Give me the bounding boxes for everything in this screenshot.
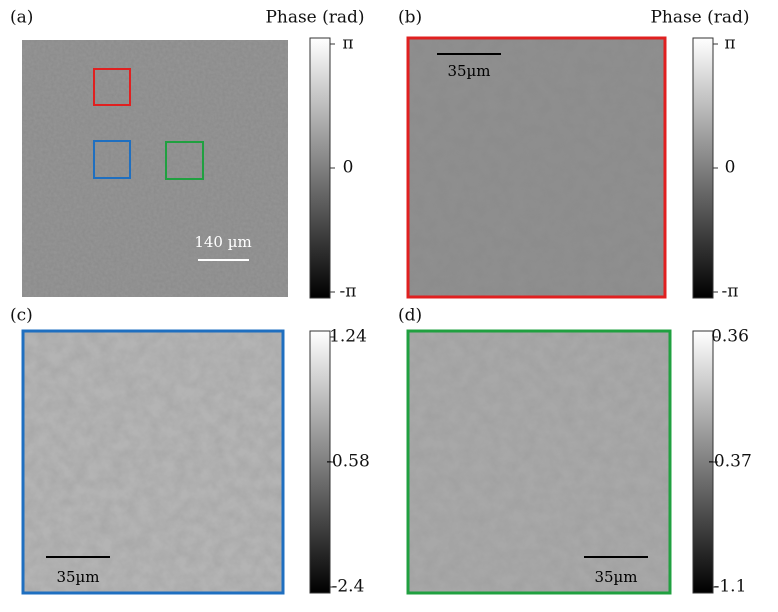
colorbar-tick-label: π [342, 34, 353, 54]
colorbar-tick-label: -π [340, 282, 357, 302]
scale-bar-label: 35µm [56, 568, 99, 586]
panel-label: (d) [398, 306, 422, 326]
colorbar-tick-label: -2.4 [332, 577, 365, 597]
colorbar-tick-label: -0.37 [708, 452, 752, 472]
colorbar-tick-label: 1.24 [329, 327, 367, 347]
figure: (a) Phase (rad) π 0 -π 140 µm (b) Phase (rad) π 0… [0, 0, 778, 608]
image-texture [408, 331, 670, 593]
scale-bar-label: 140 µm [194, 233, 251, 251]
panel-label: (c) [10, 306, 33, 326]
image-texture [22, 40, 288, 297]
colorbar-tick-label: -π [722, 282, 739, 302]
colorbar-tick-label: -0.58 [326, 452, 370, 472]
panel-label: (b) [398, 8, 422, 28]
colorbar-title: Phase (rad) [265, 8, 364, 28]
colorbar [310, 38, 330, 298]
colorbar-tick-label: 0 [725, 158, 736, 178]
colorbar [693, 38, 713, 298]
colorbar-tick-label: 0 [343, 158, 354, 178]
scale-bar-label: 35µm [447, 62, 490, 80]
panels: (a) Phase (rad) π 0 -π 140 µm (b) Phase (rad) π 0… [10, 8, 752, 597]
colorbar-title: Phase (rad) [650, 8, 749, 28]
colorbar-tick-label: -1.1 [714, 577, 747, 597]
colorbar-tick-label: 0.36 [711, 327, 749, 347]
colorbar-tick-label: π [724, 34, 735, 54]
scale-bar-label: 35µm [594, 568, 637, 586]
image-texture [23, 331, 283, 593]
panel-label: (a) [10, 8, 33, 28]
